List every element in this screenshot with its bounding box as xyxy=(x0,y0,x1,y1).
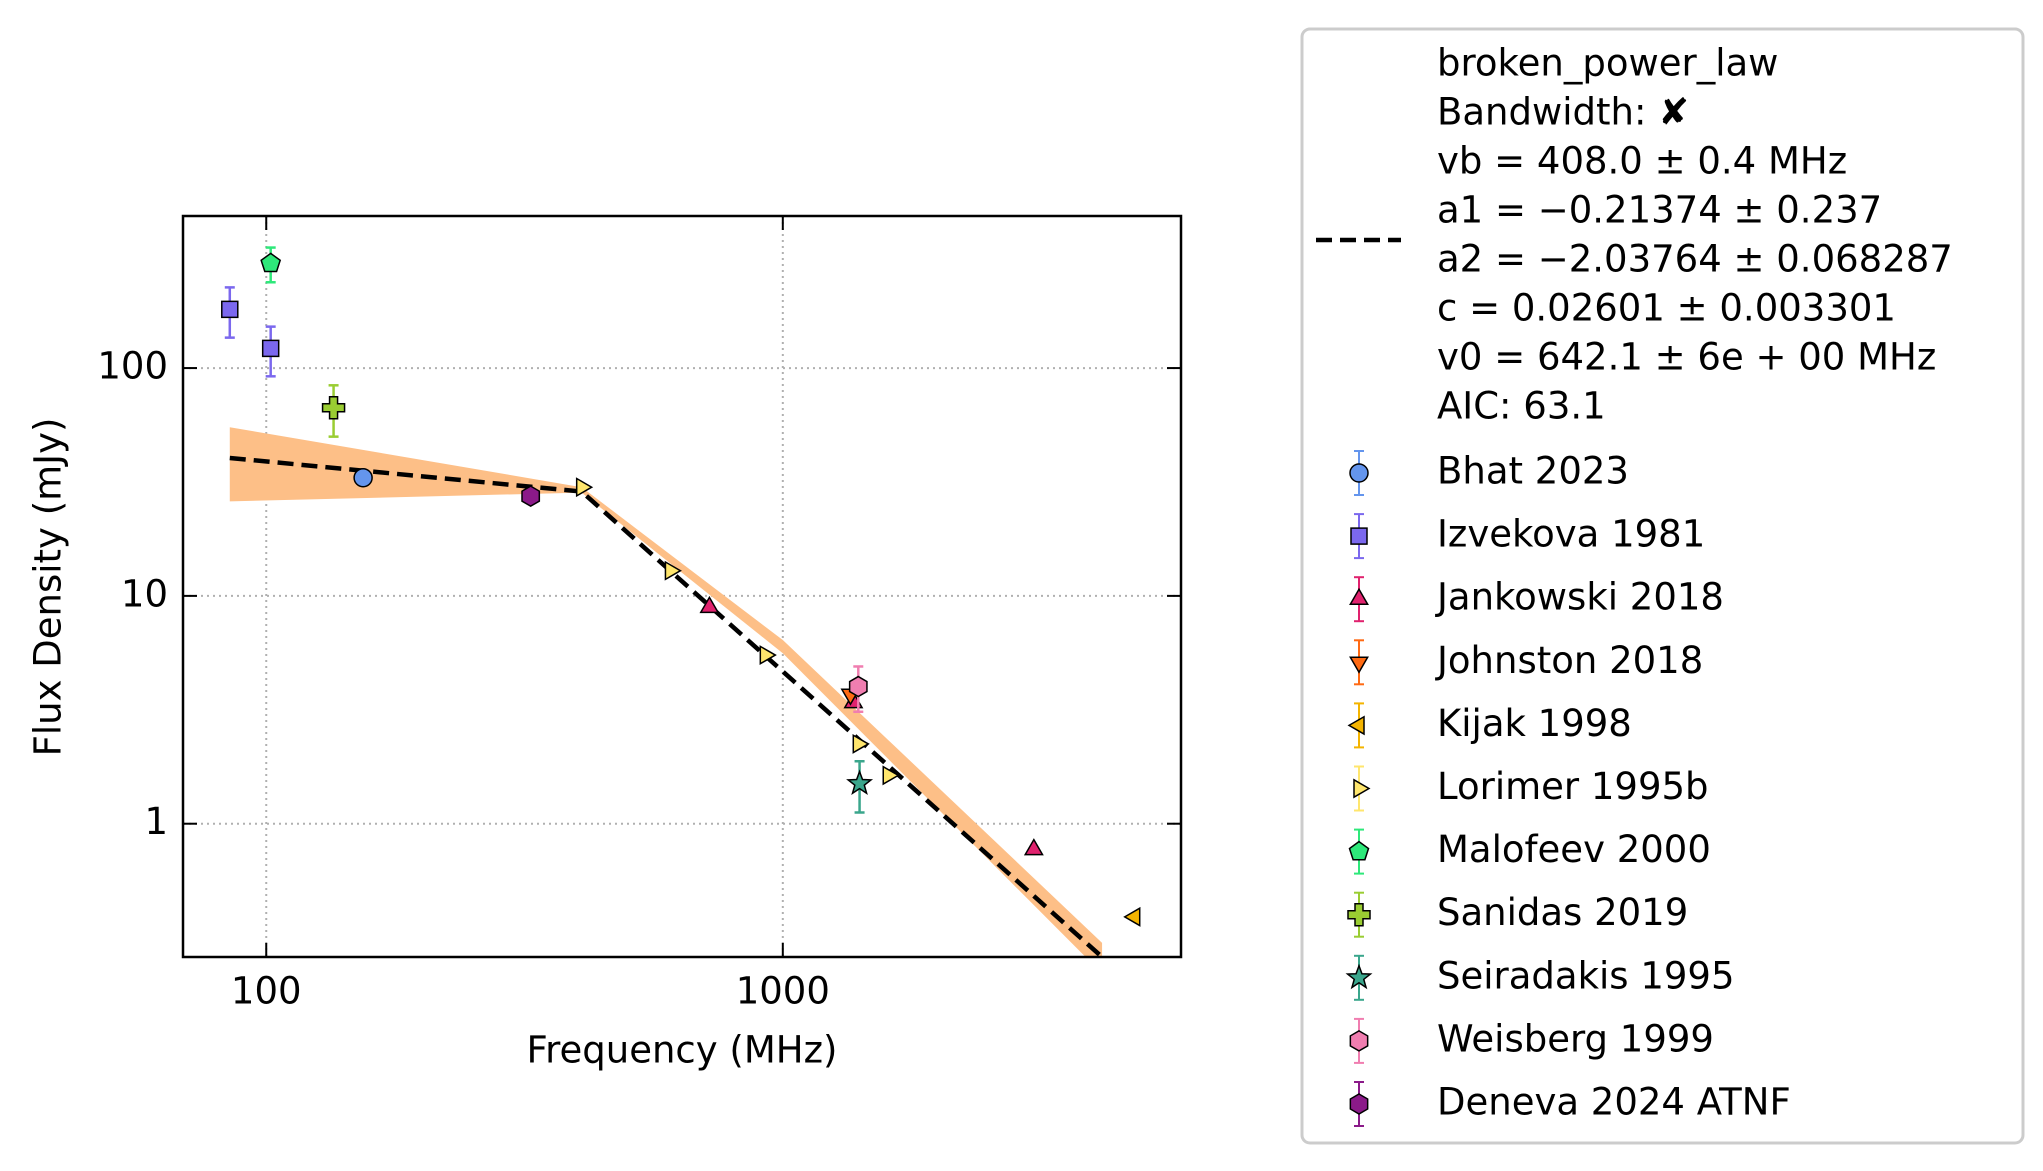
legend-box xyxy=(1300,27,2025,1145)
fit-group xyxy=(229,427,1104,957)
y-tick-label: 10 xyxy=(121,572,168,615)
fit-line xyxy=(229,455,1104,957)
legend-fit-text: AIC: 63.1 xyxy=(1437,385,1606,428)
legend-fit-text: v0 = 642.1 ± 6e + 00 MHz xyxy=(1437,336,1936,379)
data-point xyxy=(521,485,541,508)
data-point xyxy=(1347,902,1371,927)
legend-fit-text: vb = 408.0 ± 0.4 MHz xyxy=(1437,140,1847,183)
y-tick-label: 1 xyxy=(144,800,168,843)
legend-fit-text: broken_power_law xyxy=(1437,42,1778,85)
data-point xyxy=(1349,587,1369,605)
data-point xyxy=(699,595,720,614)
data-point xyxy=(1347,715,1365,736)
legend-label: Izvekova 1981 xyxy=(1437,513,1705,556)
data-point xyxy=(846,769,874,796)
data-point xyxy=(1345,963,1373,990)
data-point xyxy=(321,395,346,420)
data-point xyxy=(1353,778,1371,799)
data-point xyxy=(848,675,868,698)
data-point xyxy=(852,733,870,754)
x-tick-label: 100 xyxy=(231,970,302,1013)
y-axis-label: Flux Density (mJy) xyxy=(27,418,70,757)
data-point xyxy=(221,300,239,319)
data-point xyxy=(1349,1093,1369,1115)
data-point xyxy=(664,560,682,581)
legend-label: Johnston 2018 xyxy=(1435,639,1703,682)
fit-band xyxy=(229,427,1103,957)
legend-label: Seiradakis 1995 xyxy=(1437,954,1734,997)
plot-frame xyxy=(181,214,1183,959)
legend-fit-text: Bandwidth: ✘ xyxy=(1437,91,1689,134)
data-point xyxy=(1348,840,1370,861)
data-point xyxy=(1350,527,1368,545)
data-point xyxy=(1349,463,1369,483)
data-point xyxy=(261,339,280,358)
y-tick-label: 100 xyxy=(97,345,168,388)
data-point xyxy=(1349,656,1369,674)
legend-fit-text: c = 0.02601 ± 0.003301 xyxy=(1437,287,1896,330)
legend-fit-text: a2 = −2.03764 ± 0.068287 xyxy=(1437,238,1953,281)
legend-label: Deneva 2024 ATNF xyxy=(1437,1081,1791,1124)
data-point xyxy=(759,645,777,666)
data-point xyxy=(882,765,900,786)
legend-label: Weisberg 1999 xyxy=(1437,1017,1714,1060)
legend-label: Kijak 1998 xyxy=(1437,702,1632,745)
x-axis-label: Frequency (MHz) xyxy=(527,1029,838,1072)
data-point xyxy=(353,468,373,488)
data-point xyxy=(260,252,282,273)
data-point xyxy=(1123,906,1141,927)
legend-label: Bhat 2023 xyxy=(1437,450,1629,493)
data-point xyxy=(575,477,594,498)
legend-label: Lorimer 1995b xyxy=(1437,765,1709,808)
x-tick-label: 1000 xyxy=(736,970,830,1013)
legend-label: Sanidas 2019 xyxy=(1437,891,1688,934)
data-point xyxy=(1349,1030,1369,1052)
legend-label: Jankowski 2018 xyxy=(1435,576,1724,619)
data-point xyxy=(1023,838,1044,856)
legend-label: Malofeev 2000 xyxy=(1437,828,1711,871)
legend-fit-text: a1 = −0.21374 ± 0.237 xyxy=(1437,189,1882,232)
